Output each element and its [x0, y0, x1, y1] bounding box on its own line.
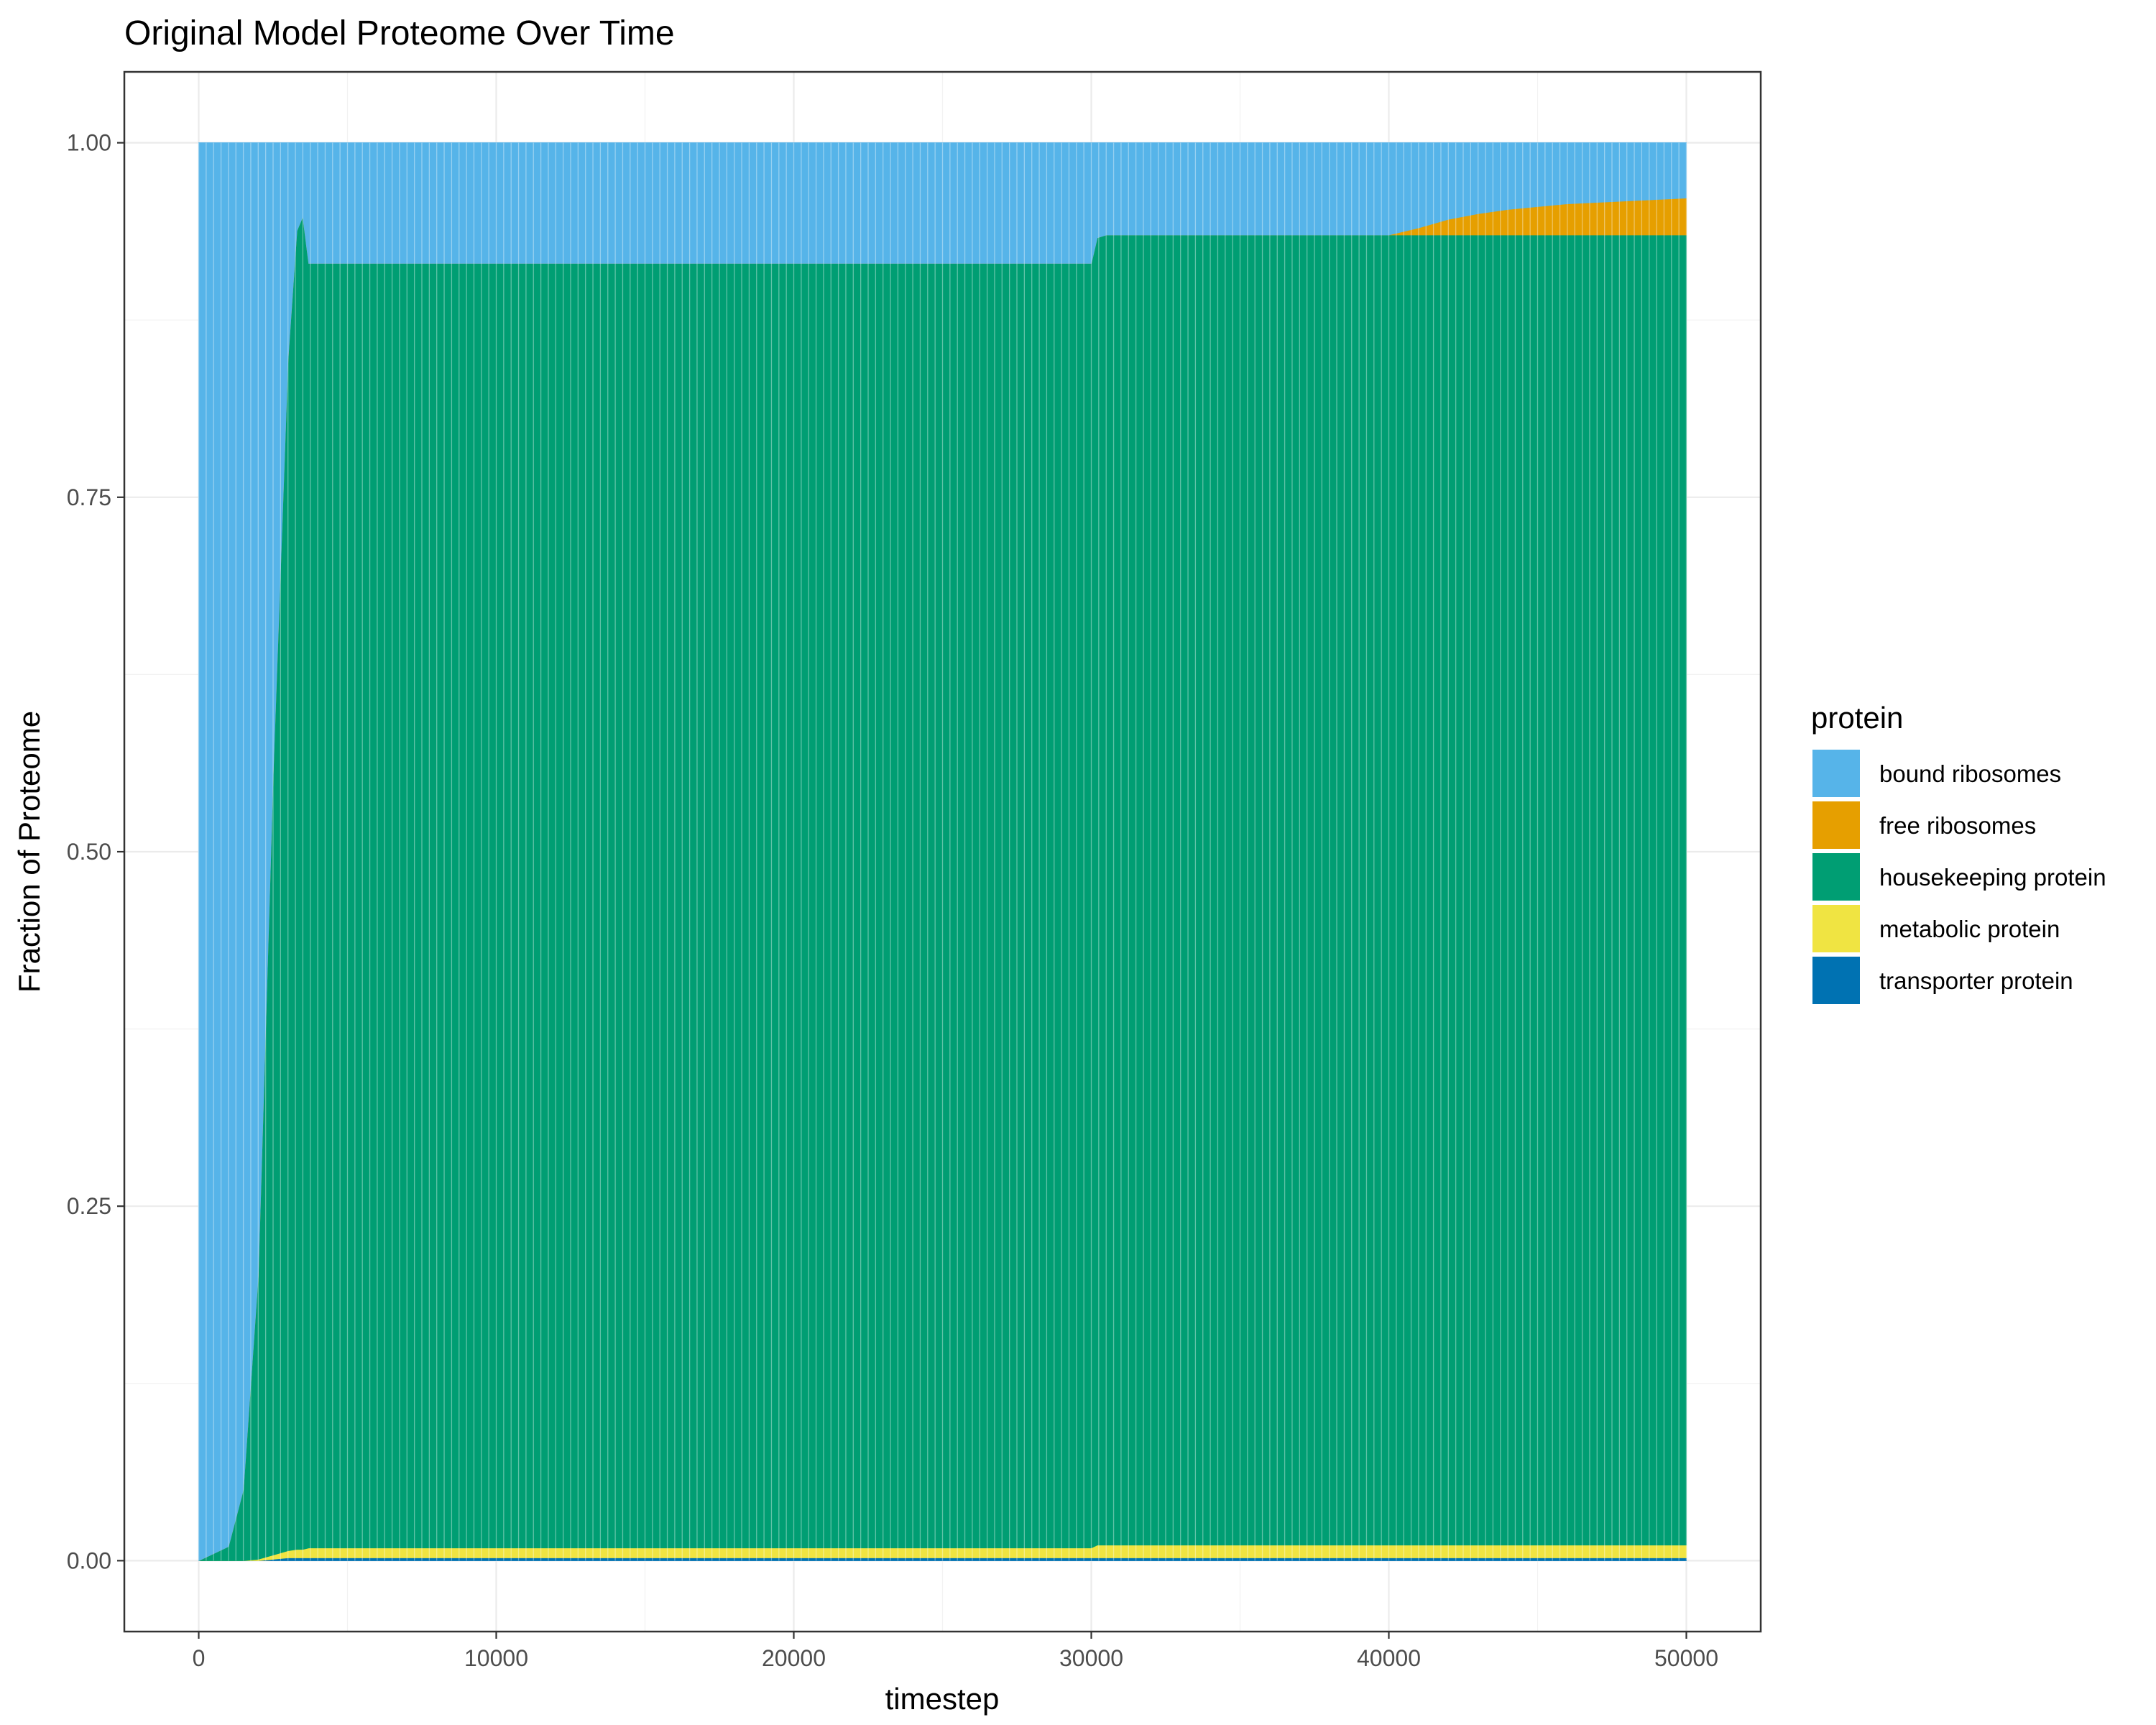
legend-label: bound ribosomes [1879, 760, 2061, 787]
stripe-lines [198, 142, 1687, 1561]
legend-label: free ribosomes [1879, 812, 2036, 839]
legend-items: bound ribosomes free ribosomes housekeepin… [1812, 750, 2106, 1004]
x-tick-label: 50000 [1654, 1645, 1718, 1671]
legend-swatch [1812, 750, 1860, 797]
legend-label: transporter protein [1879, 967, 2073, 994]
x-tick-label: 0 [193, 1645, 206, 1671]
y-tick-label: 1.00 [67, 130, 111, 156]
legend-swatch [1812, 905, 1860, 952]
legend-swatch [1812, 853, 1860, 901]
y-tick-label: 0.25 [67, 1193, 111, 1219]
y-axis-title: Fraction of Proteome [12, 711, 46, 993]
x-tick-label: 10000 [464, 1645, 528, 1671]
x-tick-label: 20000 [762, 1645, 826, 1671]
legend-swatch [1812, 957, 1860, 1004]
area-bound-ribosomes [198, 142, 1687, 1562]
y-axis-ticks: 0.00 0.25 0.50 0.75 1.00 [67, 130, 124, 1573]
legend-label: housekeeping protein [1879, 864, 2106, 891]
y-tick-label: 0.75 [67, 484, 111, 510]
chart-title: Original Model Proteome Over Time [124, 14, 675, 52]
legend: protein bound ribosomes free ribosomes hou… [1811, 701, 2106, 1004]
legend-swatch [1812, 801, 1860, 849]
x-axis-ticks: 0 10000 20000 30000 40000 50000 [193, 1632, 1718, 1671]
legend-title: protein [1811, 701, 1903, 735]
white-stripe-overlay [198, 142, 1687, 1561]
x-tick-label: 30000 [1059, 1645, 1123, 1671]
x-tick-label: 40000 [1357, 1645, 1421, 1671]
y-tick-label: 0.00 [67, 1547, 111, 1573]
legend-label: metabolic protein [1879, 916, 2060, 942]
x-axis-title: timestep [885, 1682, 1000, 1716]
stacked-areas [198, 142, 1687, 1562]
y-tick-label: 0.50 [67, 839, 111, 865]
